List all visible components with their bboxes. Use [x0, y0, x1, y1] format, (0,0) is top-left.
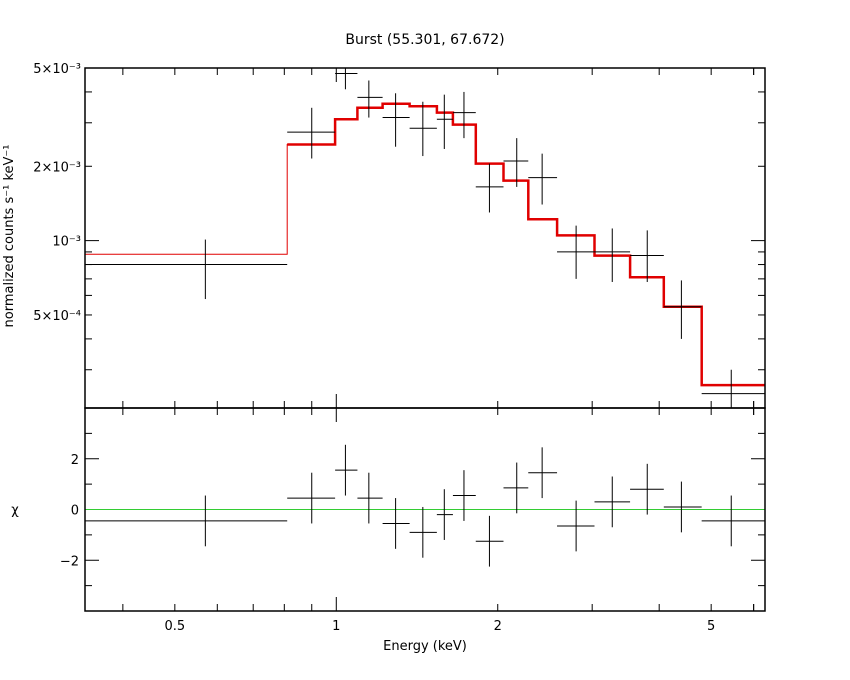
data-point	[528, 447, 558, 499]
y-tick-label: 5×10⁻⁴	[33, 309, 81, 324]
residual-y-tick-labels: 2 0 −2	[60, 453, 79, 570]
spectrum-data-points	[85, 68, 765, 408]
data-point	[557, 225, 595, 279]
data-point	[357, 80, 383, 118]
residual-ticks	[85, 408, 765, 611]
data-point	[436, 489, 453, 540]
spectrum-ticks	[85, 67, 765, 408]
data-point	[409, 506, 437, 558]
data-point	[287, 472, 336, 524]
data-point	[452, 91, 476, 139]
data-point	[701, 369, 765, 408]
spectrum-panel: normalized counts s⁻¹ keV⁻¹ 5×10⁻³ 2×10⁻³…	[2, 62, 766, 409]
model-curve-thin	[85, 103, 765, 386]
data-point	[701, 495, 765, 547]
data-point	[85, 239, 288, 300]
y-tick-label: −2	[60, 554, 79, 569]
x-tick-label: 5	[707, 619, 715, 634]
y-tick-label: 5×10⁻³	[33, 62, 81, 77]
data-point	[409, 101, 437, 157]
x-tick-label: 2	[494, 619, 502, 634]
y-tick-label: 10⁻³	[52, 235, 81, 250]
data-point	[630, 463, 664, 515]
data-point	[557, 500, 595, 552]
model-step-line-thin	[85, 103, 765, 386]
data-point	[382, 93, 410, 147]
spectrum-y-axis-label: normalized counts s⁻¹ keV⁻¹	[2, 145, 17, 328]
data-point	[528, 153, 558, 205]
x-tick-label: 0.5	[164, 619, 185, 634]
residual-y-axis-label: χ	[11, 503, 19, 518]
y-tick-label: 2×10⁻³	[33, 160, 81, 175]
data-point	[85, 495, 288, 547]
residual-data-points	[85, 444, 765, 567]
residual-frame	[84, 407, 766, 612]
data-point	[357, 472, 383, 524]
data-point	[452, 470, 476, 521]
data-point	[663, 481, 702, 533]
spectrum-frame	[84, 67, 766, 409]
residual-panel: χ 2 0 −2	[11, 407, 766, 612]
chart-title: Burst (55.301, 67.672)	[345, 32, 504, 48]
data-point	[382, 498, 410, 549]
data-point	[335, 444, 358, 496]
x-axis-label: Energy (keV)	[383, 639, 467, 654]
data-point	[287, 107, 336, 159]
model-step-line-thick	[287, 102, 765, 387]
data-point	[475, 163, 504, 213]
data-point	[475, 515, 504, 567]
model-curve-thick	[287, 102, 765, 387]
y-tick-label: 2	[71, 453, 79, 468]
spectrum-y-tick-labels: 5×10⁻³ 2×10⁻³ 10⁻³ 5×10⁻⁴	[33, 62, 81, 324]
y-tick-label: 0	[71, 504, 79, 519]
data-point	[594, 476, 631, 528]
data-point	[503, 138, 529, 187]
data-point	[436, 94, 453, 149]
x-tick-label: 1	[332, 619, 340, 634]
data-point	[335, 68, 358, 90]
data-point	[503, 462, 529, 514]
data-point	[630, 230, 664, 282]
x-tick-labels: 0.5 1 2 5	[164, 619, 715, 634]
data-point	[663, 280, 702, 339]
data-point	[594, 228, 631, 282]
